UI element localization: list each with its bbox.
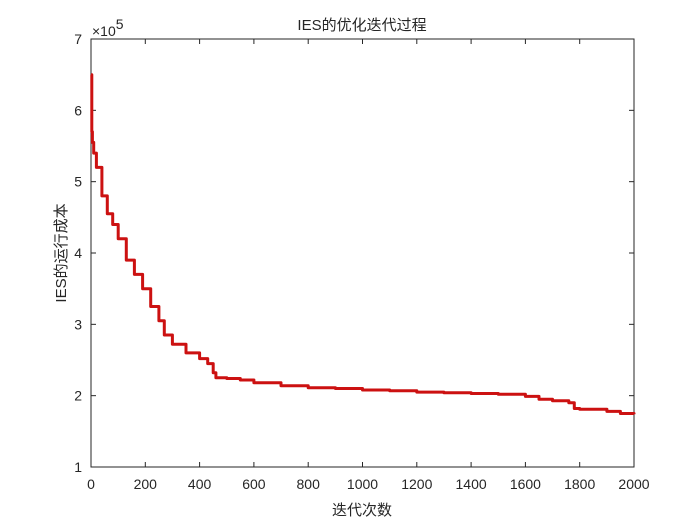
y-axis-multiplier: ×105 xyxy=(92,16,124,39)
y-tick-label: 1 xyxy=(74,459,82,475)
y-tick-label: 7 xyxy=(74,31,82,47)
plot-area xyxy=(90,38,635,468)
y-tick-label: 6 xyxy=(74,102,82,118)
x-tick-label: 1200 xyxy=(401,476,432,492)
y-multiplier-base: ×10 xyxy=(92,23,116,39)
x-tick-label: 1000 xyxy=(347,476,378,492)
y-axis-label: IES的运行成本 xyxy=(53,203,70,302)
x-tick-label: 2000 xyxy=(618,476,649,492)
y-multiplier-exponent: 5 xyxy=(116,16,124,32)
series-line xyxy=(90,73,636,415)
x-tick-label: 800 xyxy=(297,476,321,492)
x-tick-label: 400 xyxy=(188,476,212,492)
chart-title: IES的优化迭代过程 xyxy=(297,17,426,34)
x-tick-label: 1800 xyxy=(564,476,595,492)
x-tick-label: 0 xyxy=(87,476,95,492)
x-tick-label: 600 xyxy=(242,476,266,492)
x-axis-label: 迭代次数 xyxy=(332,502,392,519)
x-tick-label: 200 xyxy=(134,476,158,492)
y-tick-label: 4 xyxy=(74,245,82,261)
y-tick-label: 2 xyxy=(74,388,82,404)
y-tick-label: 5 xyxy=(74,174,82,190)
x-tick-label: 1600 xyxy=(510,476,541,492)
y-tick-label: 3 xyxy=(74,316,82,332)
x-tick-label: 1400 xyxy=(456,476,487,492)
